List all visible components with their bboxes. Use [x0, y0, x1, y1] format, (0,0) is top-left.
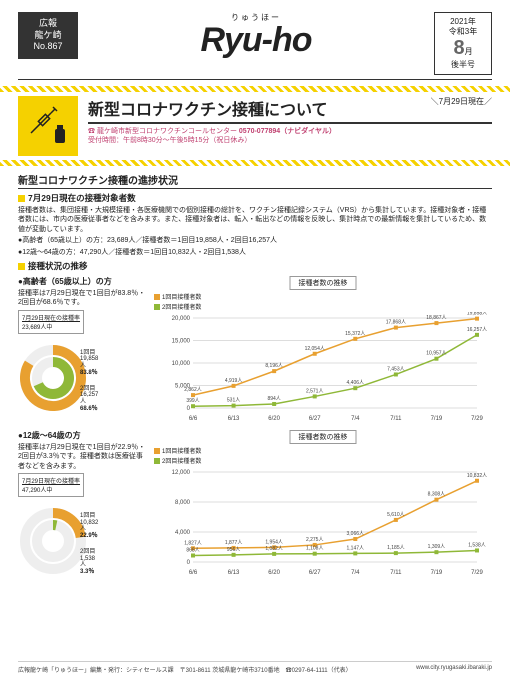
sub1-para: 接種者数は、集団接種・大規模接種・各医療機関での個別接種の総計を、ワクチン接種記… [18, 206, 492, 234]
svg-text:956人: 956人 [227, 547, 240, 553]
svg-text:1,108人: 1,108人 [306, 546, 324, 552]
issue-line2: 龍ケ崎 [26, 30, 70, 42]
svg-text:19,858人: 19,858人 [467, 312, 487, 317]
stat-other: ●12歳～64歳の方：47,290人／接種者数＝1回目10,832人・2回目1,… [18, 248, 492, 257]
svg-text:1,185人: 1,185人 [387, 545, 405, 551]
issue-no: No.867 [26, 41, 70, 53]
svg-text:2,862人: 2,862人 [184, 387, 202, 393]
svg-text:10,000: 10,000 [172, 361, 191, 367]
year: 2021年 [441, 17, 485, 27]
issue-line1: 広報 [26, 18, 70, 30]
svg-text:10,957人: 10,957人 [426, 351, 446, 357]
group1: ●高齢者（65歳以上）の方 接種率は7月29日現在で1回目が83.8％・2回目が… [18, 276, 492, 424]
group1-chart-title: 接種者数の推移 [290, 276, 357, 290]
svg-text:1,309人: 1,309人 [428, 544, 446, 550]
svg-text:6/27: 6/27 [309, 570, 321, 576]
svg-text:10,832人: 10,832人 [467, 473, 487, 479]
contact: ☎ 龍ケ崎市新型コロナワクチンコールセンター 0570-077894（ナビダイヤ… [88, 127, 492, 145]
svg-text:2,571人: 2,571人 [306, 388, 324, 394]
svg-text:15,000: 15,000 [172, 338, 191, 344]
svg-text:12,000: 12,000 [172, 470, 191, 476]
svg-text:17,868人: 17,868人 [386, 320, 406, 326]
logo: りゅうほー Ryu-ho [78, 12, 434, 57]
as-of: ＼7月29日現在／ [431, 96, 492, 107]
svg-text:8,000: 8,000 [175, 500, 191, 506]
svg-text:7/19: 7/19 [431, 570, 443, 576]
svg-text:1,147人: 1,147人 [347, 545, 365, 551]
svg-text:18,867人: 18,867人 [426, 315, 446, 321]
svg-text:399人: 399人 [186, 398, 199, 404]
svg-text:20,000: 20,000 [172, 316, 191, 322]
header: 広報 龍ケ崎 No.867 りゅうほー Ryu-ho 2021年 令和3年 8月… [18, 12, 492, 80]
svg-text:12,054人: 12,054人 [305, 346, 325, 352]
group2-line-chart: 0 4,000 8,000 12,000 6/6 6/13 6/20 6/27 7/4 7/11 7… [154, 466, 492, 576]
half: 後半号 [441, 60, 485, 70]
issue-box: 広報 龍ケ崎 No.867 [18, 12, 78, 59]
svg-text:6/13: 6/13 [228, 416, 240, 422]
svg-text:1,538人: 1,538人 [468, 542, 486, 548]
logo-text: Ryu-ho [86, 23, 426, 57]
svg-text:8,196人: 8,196人 [265, 363, 283, 369]
footer-right: www.city.ryugasaki.ibaraki.jp [416, 665, 492, 674]
svg-text:7/4: 7/4 [351, 570, 360, 576]
stripe-bottom [0, 160, 510, 166]
svg-text:1,877人: 1,877人 [225, 540, 243, 546]
sub2-title: 接種状況の推移 [18, 260, 492, 272]
sub1-title: 7月29日現在の接種対象者数 [18, 192, 492, 204]
svg-text:7,453人: 7,453人 [387, 366, 405, 372]
vaccine-icon [18, 96, 78, 156]
svg-text:7/29: 7/29 [471, 570, 483, 576]
group1-rate-box: 7月29日現在の接種率 23,689人中 [18, 310, 84, 334]
svg-text:3,066人: 3,066人 [347, 531, 365, 537]
main-title: 新型コロナワクチン接種について ＼7月29日現在／ [88, 96, 492, 124]
group1-donut: 1回目 19,858人 83.8％ 2回目 16,257人 68.6％ [18, 338, 98, 418]
group2-chart-title: 接種者数の推移 [290, 430, 357, 444]
group2-donut: 1回目 10,832人 22.9％ 2回目 1,538人 3.3％ [18, 501, 98, 581]
group1-name: ●高齢者（65歳以上）の方 [18, 276, 148, 287]
svg-text:6/6: 6/6 [189, 570, 198, 576]
svg-text:894人: 894人 [267, 396, 280, 402]
footer: 広報龍ケ崎「りゅうほー」編集・発行：シティセールス課 〒301-8611 茨城県… [18, 661, 492, 674]
svg-text:868人: 868人 [186, 547, 199, 553]
svg-text:6/27: 6/27 [309, 416, 321, 422]
svg-text:0: 0 [187, 560, 191, 566]
group2-rate-box: 7月29日現在の接種率 47,290人中 [18, 473, 84, 497]
svg-text:6/13: 6/13 [228, 570, 240, 576]
svg-text:1,082人: 1,082人 [265, 546, 283, 552]
svg-text:7/4: 7/4 [351, 416, 360, 422]
group2-name: ●12歳～64歳の方 [18, 430, 148, 441]
svg-text:6/20: 6/20 [268, 416, 280, 422]
svg-text:8,308人: 8,308人 [428, 492, 446, 498]
month: 8 [453, 37, 464, 59]
footer-left: 広報龍ケ崎「りゅうほー」編集・発行：シティセールス課 〒301-8611 茨城県… [18, 665, 352, 674]
svg-text:7/29: 7/29 [471, 416, 483, 422]
svg-text:4,406人: 4,406人 [347, 380, 365, 386]
svg-text:6/20: 6/20 [268, 570, 280, 576]
date-box: 2021年 令和3年 8月 後半号 [434, 12, 492, 75]
section-title: 新型コロナワクチン接種の進捗状況 [18, 172, 492, 189]
stripe-top [0, 86, 510, 92]
year-reiwa: 令和3年 [441, 27, 485, 37]
svg-text:1,827人: 1,827人 [184, 540, 202, 546]
svg-text:7/19: 7/19 [431, 416, 443, 422]
svg-text:531人: 531人 [227, 398, 240, 404]
svg-text:2,275人: 2,275人 [306, 537, 324, 543]
group1-line-chart: 05,00010,00015,00020,0006/66/136/206/277… [154, 312, 492, 422]
svg-text:1,954人: 1,954人 [265, 539, 283, 545]
svg-text:6/6: 6/6 [189, 416, 198, 422]
svg-text:16,257人: 16,257人 [467, 327, 487, 333]
svg-text:7/11: 7/11 [390, 416, 402, 422]
svg-text:7/11: 7/11 [390, 570, 402, 576]
stat-elder: ●高齢者（65歳以上）の方：23,689人／接種者数＝1回目19,858人・2回… [18, 236, 492, 245]
title-row: 新型コロナワクチン接種について ＼7月29日現在／ ☎ 龍ケ崎市新型コロナワクチ… [18, 96, 492, 156]
svg-text:4,919人: 4,919人 [225, 378, 243, 384]
svg-text:5,610人: 5,610人 [387, 512, 405, 518]
svg-text:0: 0 [187, 406, 191, 412]
svg-text:15,372人: 15,372人 [345, 331, 365, 337]
svg-text:4,000: 4,000 [175, 530, 191, 536]
group2: ●12歳～64歳の方 接種率は7月29日現在で1回目が22.9％・2回目が3.3… [18, 430, 492, 583]
